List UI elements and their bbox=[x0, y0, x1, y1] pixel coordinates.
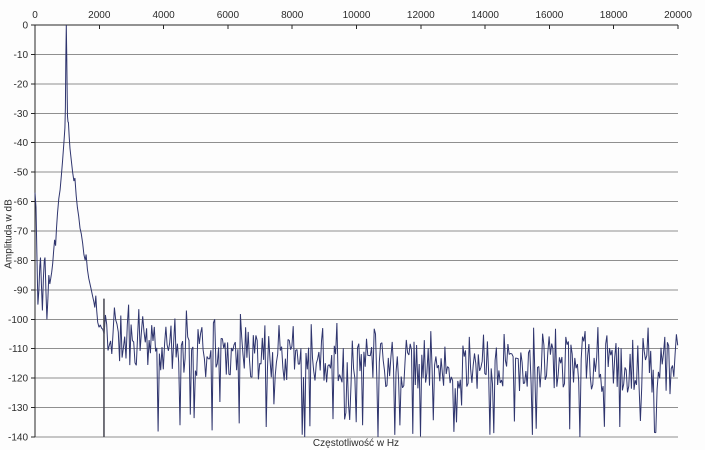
y-tick-label: -110 bbox=[9, 344, 29, 355]
x-tick-label: 14000 bbox=[471, 10, 499, 21]
y-tick-label: -50 bbox=[14, 168, 29, 179]
y-tick-label: -100 bbox=[8, 315, 28, 326]
x-tick-label: 2000 bbox=[88, 10, 111, 21]
x-tick-label: 18000 bbox=[600, 10, 628, 21]
y-tick-label: -120 bbox=[8, 374, 28, 385]
y-tick-label: -80 bbox=[14, 256, 29, 267]
y-tick-label: -140 bbox=[8, 433, 28, 444]
x-tick-label: 16000 bbox=[535, 10, 563, 21]
x-tick-label: 0 bbox=[32, 10, 38, 21]
x-axis-title: Częstotliwość w Hz bbox=[312, 438, 400, 449]
y-tick-label: -70 bbox=[14, 227, 29, 238]
y-tick-label: -40 bbox=[14, 138, 29, 149]
x-tick-label: 10000 bbox=[343, 10, 371, 21]
y-tick-label: -60 bbox=[14, 197, 29, 208]
x-tick-label: 20000 bbox=[664, 10, 692, 21]
spectrum-trace bbox=[34, 24, 679, 438]
x-tick-label: 6000 bbox=[217, 10, 240, 21]
y-tick-label: -20 bbox=[14, 79, 29, 90]
y-tick-label: -130 bbox=[8, 403, 28, 414]
y-tick-label: -30 bbox=[14, 109, 29, 120]
y-tick-label: -10 bbox=[14, 50, 29, 61]
y-tick-label: 0 bbox=[22, 21, 28, 32]
x-tick-label: 12000 bbox=[407, 10, 435, 21]
x-tick-label: 4000 bbox=[152, 10, 175, 21]
x-tick-label: 8000 bbox=[281, 10, 304, 21]
y-axis-title: Amplituda w dB bbox=[3, 199, 15, 269]
y-tick-label: -90 bbox=[14, 285, 29, 296]
